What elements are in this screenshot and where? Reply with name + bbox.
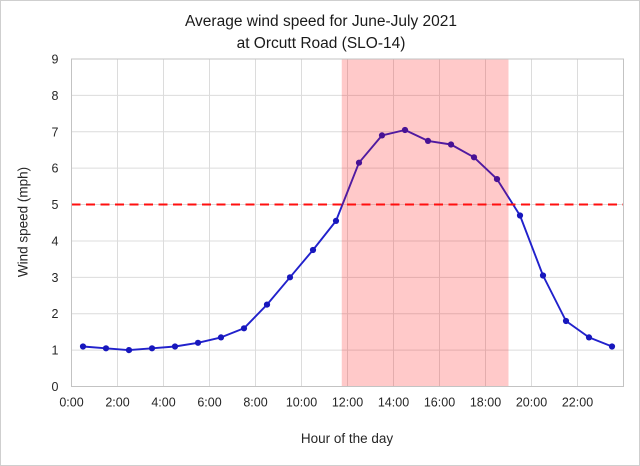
- data-point-marker: [447, 141, 455, 148]
- data-point-marker: [378, 132, 386, 139]
- y-tick-label: 4: [52, 234, 59, 248]
- chart-title-line1: Average wind speed for June-July 2021: [185, 13, 457, 30]
- x-tick-label: 0:00: [59, 396, 83, 410]
- data-point-marker: [562, 317, 570, 325]
- chart-title-line2: at Orcutt Road (SLO-14): [236, 35, 406, 52]
- data-point-marker: [585, 334, 593, 341]
- x-tick-label: 8:00: [243, 396, 267, 410]
- data-point-marker: [217, 334, 225, 341]
- y-tick-labels: 0 1 2 3 4 5 6 7 8 9: [52, 53, 59, 395]
- data-point-marker: [171, 343, 179, 350]
- data-point-marker: [608, 343, 616, 350]
- x-tick-label: 2:00: [105, 396, 129, 410]
- data-point-marker: [470, 154, 478, 161]
- data-point-marker: [493, 176, 501, 183]
- y-tick-label: 6: [52, 162, 59, 176]
- data-point-marker: [263, 301, 271, 308]
- series-line: [82, 129, 613, 352]
- y-tick-label: 7: [52, 125, 59, 139]
- shade-rect: [341, 59, 509, 387]
- data-point-marker: [79, 343, 87, 350]
- data-point-marker: [148, 345, 156, 352]
- y-tick-label: 2: [52, 307, 59, 321]
- data-point-marker: [240, 325, 248, 332]
- y-tick-label: 1: [52, 344, 59, 358]
- x-tick-label: 4:00: [151, 396, 175, 410]
- data-point-marker: [286, 274, 294, 281]
- data-point-marker: [102, 345, 110, 352]
- x-tick-label: 16:00: [424, 396, 455, 410]
- x-tick-label: 12:00: [332, 396, 363, 410]
- x-tick-label: 22:00: [562, 396, 593, 410]
- data-point-marker: [539, 272, 547, 279]
- data-point-marker: [516, 212, 524, 219]
- data-point-marker: [401, 126, 409, 134]
- x-tick-label: 14:00: [378, 396, 409, 410]
- plot-border: [71, 58, 624, 387]
- data-point-marker: [424, 137, 432, 144]
- x-axis-label: Hour of the day: [300, 431, 394, 446]
- x-tick-label: 18:00: [470, 396, 501, 410]
- plot-border-rect: [71, 58, 624, 387]
- y-tick-label: 9: [52, 53, 59, 67]
- data-point-marker: [309, 246, 317, 254]
- y-tick-label: 3: [52, 271, 59, 285]
- x-tick-label: 6:00: [197, 396, 221, 410]
- x-tick-label: 20:00: [516, 396, 547, 410]
- shaded-afternoon-region: [341, 59, 509, 387]
- y-tick-label: 5: [52, 198, 59, 212]
- data-point-marker: [332, 217, 340, 224]
- x-tick-labels: 0:00 2:00 4:00 6:00 8:00 10:00 12:00 14:00 16:00…: [59, 396, 593, 410]
- y-tick-label: 8: [52, 89, 59, 103]
- data-point-marker: [125, 347, 133, 354]
- y-tick-label: 0: [52, 380, 59, 394]
- chart-title: Average wind speed for June-July 2021 at…: [1, 11, 639, 55]
- data-point-marker: [355, 159, 363, 166]
- x-tick-label: 10:00: [286, 396, 317, 410]
- data-point-marker: [194, 339, 202, 346]
- data-series-line: [79, 126, 616, 354]
